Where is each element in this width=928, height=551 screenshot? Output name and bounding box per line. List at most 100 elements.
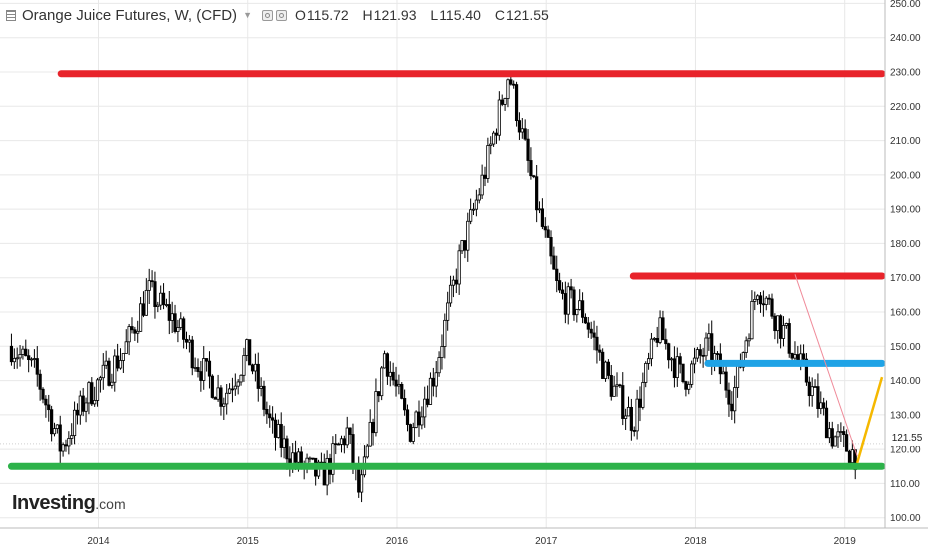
candle-body xyxy=(635,398,639,432)
candle-body xyxy=(497,99,501,136)
candle-body xyxy=(446,302,450,321)
candle-body xyxy=(90,382,94,405)
candle-body xyxy=(12,357,16,363)
candle-body xyxy=(405,409,410,425)
candle-body xyxy=(569,286,573,291)
candle-body xyxy=(512,83,516,86)
candle-body xyxy=(753,298,757,302)
candle-body xyxy=(334,443,338,446)
candle-body xyxy=(104,360,108,366)
candle-body xyxy=(285,438,289,460)
candle-body xyxy=(253,363,257,372)
candle-body xyxy=(707,333,711,339)
candle-body xyxy=(118,360,123,369)
open-value: 115.72 xyxy=(306,7,349,23)
candle-body xyxy=(781,325,786,339)
candle-body xyxy=(626,406,631,417)
trend-line[interactable] xyxy=(794,274,858,457)
candle-body xyxy=(397,383,401,387)
trend-line[interactable] xyxy=(855,376,884,464)
candle-body xyxy=(345,427,349,446)
candle-body xyxy=(296,451,301,463)
candle-body xyxy=(276,424,280,438)
candle-body xyxy=(78,395,82,416)
candle-body xyxy=(32,358,37,360)
candle-body xyxy=(337,443,341,446)
candle-body xyxy=(514,84,519,122)
candle-body xyxy=(454,279,458,285)
candle-body xyxy=(649,338,654,360)
candle-body xyxy=(417,411,421,426)
candle-body xyxy=(41,388,45,400)
y-tick-label: 150.00 xyxy=(890,342,921,353)
candle-body xyxy=(265,408,269,415)
candle-body xyxy=(692,357,697,365)
chart-title: Orange Juice Futures, W, (CFD) xyxy=(22,6,238,24)
candle-body xyxy=(210,375,214,398)
candle-body xyxy=(463,240,467,251)
candle-body xyxy=(758,295,763,305)
candle-body xyxy=(153,281,157,307)
y-tick-label: 130.00 xyxy=(890,410,921,421)
candle-body xyxy=(509,79,513,85)
candle-body xyxy=(95,379,100,401)
plot-area xyxy=(0,0,885,528)
settings-icon[interactable] xyxy=(275,9,287,21)
candle-body xyxy=(486,145,490,179)
candle-body xyxy=(193,367,197,369)
candle-body xyxy=(342,438,346,446)
candle-body xyxy=(325,457,329,486)
candle-body xyxy=(242,355,246,376)
candle-body xyxy=(767,297,771,300)
menu-icon[interactable] xyxy=(6,9,16,21)
candle-body xyxy=(414,411,418,428)
candle-body xyxy=(18,354,22,359)
y-tick-label: 240.00 xyxy=(890,33,921,44)
candle-body xyxy=(839,431,843,433)
candle-body xyxy=(517,120,522,133)
y-tick-label: 120.00 xyxy=(890,445,921,456)
y-tick-label: 100.00 xyxy=(890,513,921,524)
candle-body xyxy=(592,332,596,338)
candle-body xyxy=(807,381,811,397)
candle-body xyxy=(540,208,544,227)
candle-body xyxy=(687,383,691,390)
candle-body xyxy=(385,353,390,377)
candle-body xyxy=(107,360,111,386)
candle-body xyxy=(474,199,478,210)
candle-body xyxy=(279,424,283,448)
candle-body xyxy=(793,354,797,359)
candle-body xyxy=(601,351,605,379)
close-value: 121.55 xyxy=(505,7,549,23)
candle-body xyxy=(216,387,220,400)
chevron-down-icon[interactable]: ▼ xyxy=(243,10,252,20)
candle-body xyxy=(239,374,243,383)
candle-body xyxy=(583,316,588,324)
candle-body xyxy=(44,398,48,406)
candle-body xyxy=(684,381,688,390)
candle-body xyxy=(130,326,134,331)
candle-body xyxy=(500,99,504,105)
candle-body xyxy=(603,361,608,379)
candle-body xyxy=(632,430,636,432)
candle-body xyxy=(127,326,131,343)
candle-body xyxy=(29,358,34,361)
y-tick-label: 220.00 xyxy=(890,102,921,113)
candle-body xyxy=(529,160,533,177)
candle-body xyxy=(457,250,461,285)
candle-body xyxy=(801,353,806,360)
candle-body xyxy=(110,381,114,386)
candle-body xyxy=(357,467,361,493)
candle-body xyxy=(331,443,335,475)
candle-body xyxy=(489,143,493,146)
candle-body xyxy=(704,337,708,357)
y-tick-label: 250.00 xyxy=(890,0,921,10)
low-label: L xyxy=(430,7,439,23)
visibility-icon[interactable] xyxy=(261,9,273,21)
candle-body xyxy=(159,292,163,306)
candle-body xyxy=(830,428,834,447)
candle-body xyxy=(67,438,71,447)
candle-body xyxy=(164,304,169,306)
candle-body xyxy=(388,371,392,377)
